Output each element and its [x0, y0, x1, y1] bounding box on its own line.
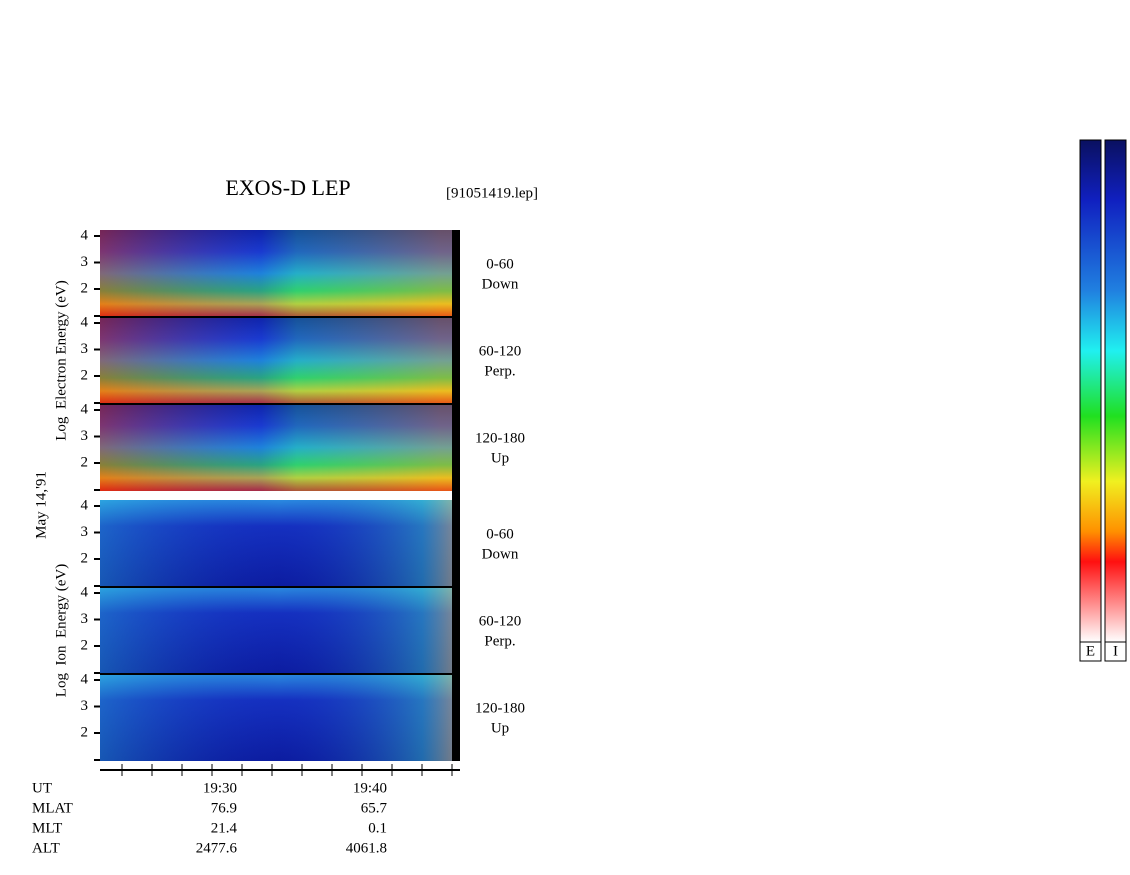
- spectrogram-overlay: [100, 230, 458, 317]
- y-tick-label: 4: [81, 497, 89, 513]
- ephemeris-value: 65.7: [361, 800, 388, 816]
- y-tick-label: 4: [81, 671, 89, 687]
- ephemeris-value: 2477.6: [196, 840, 238, 856]
- y-tick-label: 2: [81, 280, 89, 296]
- y-tick-label: 2: [81, 550, 89, 566]
- y-tick-label: 4: [81, 314, 89, 330]
- y-tick-label: 2: [81, 724, 89, 740]
- ephemeris-label: UT: [32, 780, 52, 796]
- y-tick-label: 2: [81, 454, 89, 470]
- ephemeris-label: MLT: [32, 820, 62, 836]
- axis-label: Log Ion Energy (eV): [53, 564, 69, 697]
- y-tick-label: 4: [81, 401, 89, 417]
- data-gap: [452, 230, 460, 761]
- panel-angle: 0-60: [486, 526, 514, 542]
- spectrogram-overlay: [100, 317, 458, 404]
- y-tick-label: 4: [81, 227, 89, 243]
- panel-direction: Perp.: [484, 633, 515, 649]
- y-tick-label: 2: [81, 367, 89, 383]
- colorbar-label: I: [1113, 643, 1118, 659]
- panel-angle: 120-180: [475, 430, 525, 446]
- colorbar: [1104, 139, 1127, 643]
- panel-angle: 120-180: [475, 700, 525, 716]
- panel-angle: 0-60: [486, 256, 514, 272]
- panel-direction: Down: [482, 546, 519, 562]
- colorbar-label: E: [1086, 643, 1095, 659]
- y-tick-label: 2: [81, 637, 89, 653]
- ephemeris-value: 76.9: [211, 800, 237, 816]
- y-tick-label: 3: [81, 698, 89, 714]
- colorbar-label-box: [1079, 641, 1102, 662]
- ephemeris-value: 4061.8: [346, 840, 387, 856]
- y-tick-label: 3: [81, 524, 89, 540]
- ephemeris-value: 19:40: [353, 780, 387, 796]
- spectrogram-overlay: [100, 500, 458, 587]
- ephemeris-label: ALT: [32, 840, 60, 856]
- spectrogram-overlay: [100, 674, 458, 761]
- spectrogram-art: [100, 139, 1127, 771]
- y-tick-label: 4: [81, 584, 89, 600]
- spectrogram-overlay: [100, 587, 458, 674]
- panel-angle: 60-120: [479, 343, 522, 359]
- ephemeris-value: 21.4: [211, 820, 238, 836]
- file-name: [91051419.lep]: [446, 185, 538, 201]
- axis-label: Log Electron Energy (eV): [53, 280, 69, 441]
- ephemeris-value: 19:30: [203, 780, 237, 796]
- colorbar: [1079, 139, 1102, 643]
- panel-direction: Down: [482, 276, 519, 292]
- spectrogram-overlay: [100, 404, 458, 491]
- ephemeris-value: 0.1: [368, 820, 387, 836]
- y-tick-label: 3: [81, 611, 89, 627]
- panel-direction: Up: [491, 720, 509, 736]
- colorbar-label-box: [1104, 641, 1127, 662]
- panel-direction: Perp.: [484, 363, 515, 379]
- y-tick-label: 3: [81, 341, 89, 357]
- date: May 14,'91: [33, 471, 49, 539]
- y-tick-label: 3: [81, 254, 89, 270]
- title: EXOS-D LEP: [225, 175, 350, 200]
- panel-direction: Up: [491, 450, 509, 466]
- panel-angle: 60-120: [479, 613, 522, 629]
- ephemeris-label: MLAT: [32, 800, 73, 816]
- y-tick-label: 3: [81, 428, 89, 444]
